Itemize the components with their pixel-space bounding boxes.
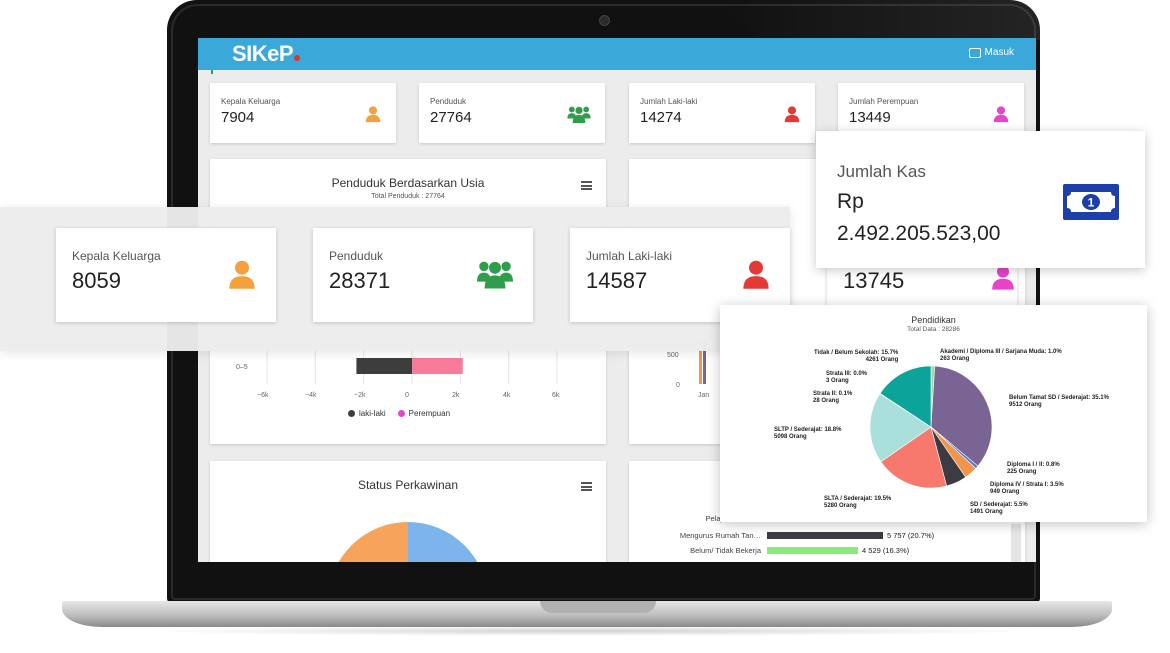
- pie-slice[interactable]: [880, 426, 947, 489]
- top-navbar: SIKeP Masuk: [198, 38, 1036, 70]
- pie-label-diploma-iv: Diploma IV / Strata I: 3.5% 949 Orang: [990, 482, 1064, 495]
- bar-jan-1: [699, 341, 702, 384]
- pendidikan-pie-chart: [869, 365, 993, 489]
- group-icon: [567, 106, 591, 123]
- pie-label-tidak-sekolah: Tidak / Belum Sekolah: 15.7% 4261 Orang: [814, 350, 899, 363]
- card-value: 14274: [640, 109, 682, 126]
- y-tick-label: 500: [667, 352, 679, 359]
- login-button[interactable]: Masuk: [968, 47, 1014, 58]
- person-icon: [784, 106, 800, 123]
- bar-laki-laki[interactable]: [356, 358, 412, 374]
- person-icon: [365, 106, 381, 123]
- card-label: Jumlah Laki-laki: [586, 249, 673, 263]
- group-icon: [477, 261, 513, 289]
- person-icon: [992, 265, 1014, 290]
- chart-legend: laki-laki Perempuan: [348, 409, 450, 418]
- person-icon: [993, 106, 1009, 123]
- pie-label-slta: SLTA / Sederajat: 19.5% 5280 Orang: [824, 496, 892, 509]
- pie-slice[interactable]: [408, 522, 488, 562]
- card-value: 13449: [849, 109, 891, 126]
- card-pendidikan: Pendidikan Total Data : 28286 Tidak / Be…: [720, 305, 1147, 522]
- bar-category-label: Mengurus Rumah Tan…: [679, 531, 761, 540]
- login-icon: [968, 47, 981, 58]
- perkawinan-pie-chart: [328, 522, 488, 562]
- bar-belum-bekerja[interactable]: [767, 547, 858, 554]
- pie-slice[interactable]: [869, 393, 932, 463]
- panel-title: Penduduk Berdasarkan Usia: [331, 176, 485, 190]
- big-card-kepala-keluarga: Kepala Keluarga 8059: [56, 228, 276, 322]
- card-label: Jumlah Laki-laki: [640, 97, 698, 106]
- currency-label: Rp: [837, 190, 864, 213]
- card-label: Penduduk: [430, 97, 467, 106]
- accent-marker: [211, 70, 213, 74]
- x-tick-label: 0: [405, 392, 409, 399]
- pie-label-diploma-i-ii: Diploma I / II: 0.8% 225 Orang: [1007, 462, 1060, 475]
- x-tick-label: 6k: [552, 392, 560, 399]
- card-label: Jumlah Perempuan: [849, 97, 919, 106]
- bar-value-label: 4 529 (16.3%): [862, 546, 910, 555]
- legend-item-perempuan[interactable]: Perempuan: [397, 409, 450, 418]
- usia-pyramid-chart: [266, 334, 558, 384]
- x-tick-label: 2k: [452, 392, 460, 399]
- pie-label-sd: SD / Sederajat: 5.5% 1491 Orang: [970, 502, 1028, 515]
- banknote-icon: 1: [1063, 184, 1119, 220]
- card-label: Jumlah Kas: [837, 162, 926, 181]
- pie-slice[interactable]: [879, 365, 932, 428]
- x-tick-label: −4k: [305, 392, 317, 399]
- panel-title: Status Perkawinan: [357, 478, 459, 492]
- legend-item-laki-laki[interactable]: laki-laki: [348, 409, 386, 418]
- floor-shadow: [140, 626, 1040, 636]
- chart-menu-icon[interactable]: [581, 181, 592, 190]
- card-label: Kepala Keluarga: [72, 249, 161, 263]
- bar-perempuan[interactable]: [412, 358, 463, 374]
- card-value: 7904: [221, 109, 255, 126]
- bar-jan-2: [703, 341, 706, 384]
- card-label: Kepala Keluarga: [221, 97, 281, 106]
- chart-subtitle: Total Data : 28286: [907, 326, 960, 333]
- card-value: 13745: [843, 268, 905, 293]
- laptop-notch: [540, 601, 656, 613]
- card-penduduk: Penduduk 27764: [419, 83, 605, 143]
- card-value: 14587: [586, 268, 648, 293]
- pie-label-strata-ii: Strata II: 0.1% 28 Orang: [813, 391, 853, 404]
- kas-amount: 2.492.205.523,00: [837, 222, 1001, 245]
- card-value: 27764: [430, 109, 472, 126]
- card-label: Penduduk: [329, 249, 384, 263]
- card-value: 28371: [329, 268, 391, 293]
- pie-label-akademi: Akademi / Diploma III / Sarjana Muda: 1.…: [940, 349, 1062, 362]
- card-jumlah-laki-laki: Jumlah Laki-laki 14274: [629, 83, 815, 143]
- y-tick-label: 0–5: [236, 364, 248, 371]
- scrollbar[interactable]: [1011, 524, 1021, 562]
- x-tick-label: −2k: [354, 392, 366, 399]
- screen-glare: [720, 0, 1040, 40]
- pie-label-strata-iii: Strata III: 0.0% 3 Orang: [826, 371, 868, 384]
- bar-mengurus-rumah[interactable]: [767, 532, 883, 539]
- svg-text:1: 1: [1088, 196, 1095, 210]
- person-icon: [229, 260, 255, 289]
- pie-slice[interactable]: [328, 522, 408, 562]
- app-logo[interactable]: SIKeP: [232, 41, 301, 67]
- pie-label-sltp: SLTP / Sederajat: 18.8% 5098 Orang: [774, 427, 842, 440]
- webcam: [599, 15, 610, 26]
- x-tick-label: −6k: [257, 392, 269, 399]
- panel-status-perkawinan: Status Perkawinan: [210, 461, 606, 562]
- x-tick-label: 4k: [503, 392, 511, 399]
- chart-menu-icon[interactable]: [581, 482, 592, 491]
- chart-title: Pendidikan: [911, 315, 956, 325]
- panel-subtitle: Total Penduduk : 27764: [371, 193, 445, 200]
- bar-category-label: Belum/ Tidak Bekerja: [690, 546, 761, 555]
- pie-label-belum-tamat-sd: Belum Tamat SD / Sederajat: 35.1% 9512 Or…: [1009, 395, 1109, 408]
- card-value: 8059: [72, 268, 121, 293]
- y-tick-label: 0: [676, 382, 680, 389]
- person-icon: [743, 260, 769, 289]
- bar-value-label: 5 757 (20.7%): [887, 531, 935, 540]
- pie-slice[interactable]: [930, 365, 993, 467]
- big-card-penduduk: Penduduk 28371: [313, 228, 533, 322]
- card-jumlah-kas: Jumlah Kas Rp 2.492.205.523,00 1: [816, 131, 1145, 268]
- card-kepala-keluarga: Kepala Keluarga 7904: [210, 83, 396, 143]
- x-tick-label: Jan: [698, 392, 710, 399]
- login-label: Masuk: [984, 47, 1014, 58]
